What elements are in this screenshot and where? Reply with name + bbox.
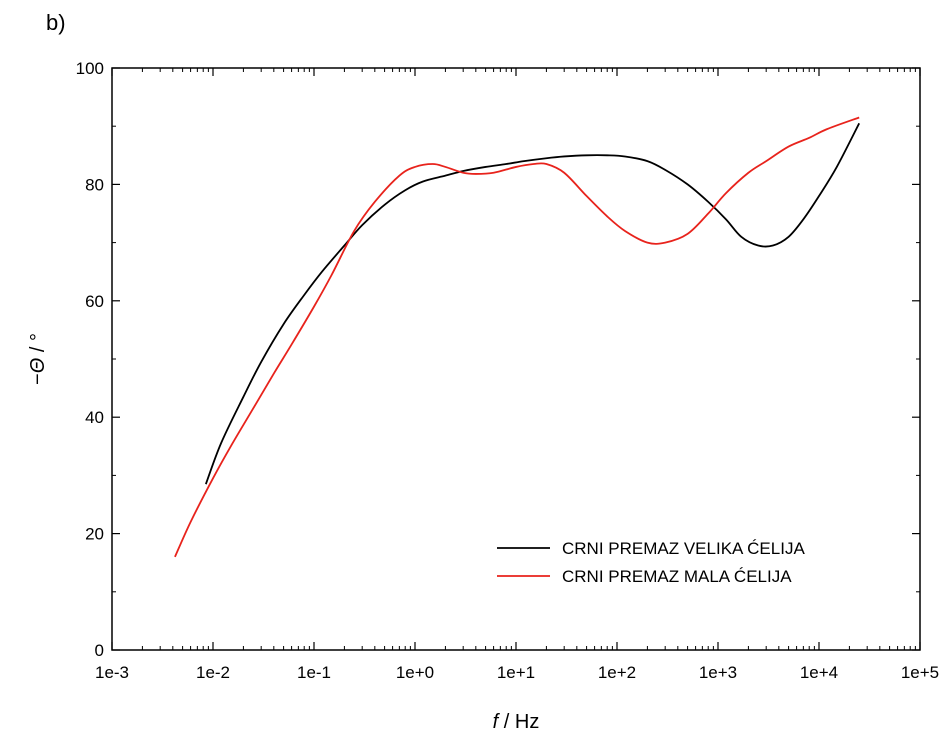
y-tick-label: 40 xyxy=(85,408,104,427)
x-tick-label: 1e-2 xyxy=(196,663,230,682)
x-axis-label: f / Hz xyxy=(493,711,540,733)
y-axis-label: −Θ / ° xyxy=(27,333,49,385)
x-tick-label: 1e+2 xyxy=(598,663,636,682)
series-line-1 xyxy=(205,122,860,485)
x-tick-label: 1e+0 xyxy=(396,663,434,682)
y-tick-label: 100 xyxy=(76,59,104,78)
x-tick-label: 1e+1 xyxy=(497,663,535,682)
x-tick-label: 1e+5 xyxy=(901,663,939,682)
plot-frame xyxy=(111,67,921,651)
legend-label-1: CRNI PREMAZ VELIKA ĆELIJA xyxy=(562,539,805,558)
x-tick-label: 1e+4 xyxy=(800,663,838,682)
x-tick-label: 1e-1 xyxy=(297,663,331,682)
y-tick-label: 0 xyxy=(95,641,104,660)
x-axis-ticks: 1e-3 1e-2 1e-1 1e+0 1e+1 1e+2 1e+3 1e+4 1e+5 xyxy=(95,68,939,682)
series-lines xyxy=(174,116,860,558)
y-tick-label: 80 xyxy=(85,175,104,194)
y-axis-ticks: 0 20 40 60 80 100 xyxy=(76,59,920,660)
y-tick-label: 60 xyxy=(85,292,104,311)
y-tick-label: 20 xyxy=(85,525,104,544)
legend-label-2: CRNI PREMAZ MALA ĆELIJA xyxy=(562,567,792,586)
legend: CRNI PREMAZ VELIKA ĆELIJA CRNI PREMAZ MAL… xyxy=(497,539,805,586)
x-tick-label: 1e+3 xyxy=(699,663,737,682)
series-line-2 xyxy=(174,116,860,558)
x-tick-label: 1e-3 xyxy=(95,663,129,682)
panel-label: b) xyxy=(46,10,66,35)
